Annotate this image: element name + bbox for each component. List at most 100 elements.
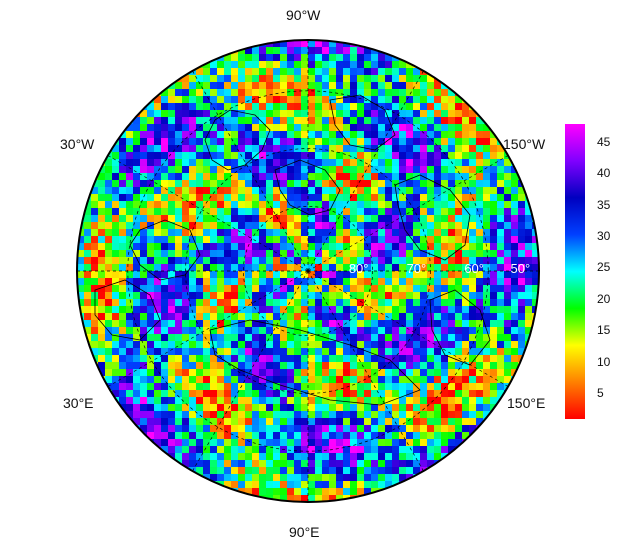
field-cell <box>441 425 449 433</box>
field-cell <box>238 194 246 202</box>
field-cell <box>364 138 372 146</box>
field-cell <box>77 201 85 209</box>
field-cell <box>448 89 456 97</box>
field-cell <box>434 425 442 433</box>
field-cell <box>238 222 246 230</box>
field-cell <box>315 481 323 489</box>
field-cell <box>238 467 246 475</box>
field-cell <box>399 103 407 111</box>
field-cell <box>385 103 393 111</box>
field-cell <box>343 467 351 475</box>
field-cell <box>336 243 344 251</box>
field-cell <box>224 187 232 195</box>
field-cell <box>427 264 435 272</box>
field-cell <box>441 460 449 468</box>
field-cell <box>364 453 372 461</box>
field-cell <box>189 250 197 258</box>
field-cell <box>245 299 253 307</box>
field-cell <box>350 369 358 377</box>
field-cell <box>392 82 400 90</box>
field-cell <box>518 299 526 307</box>
field-cell <box>203 131 211 139</box>
field-cell <box>231 257 239 265</box>
field-cell <box>182 397 190 405</box>
field-cell <box>406 194 414 202</box>
field-cell <box>469 222 477 230</box>
field-cell <box>329 355 337 363</box>
field-cell <box>392 89 400 97</box>
field-cell <box>147 292 155 300</box>
field-cell <box>196 334 204 342</box>
field-cell <box>469 306 477 314</box>
field-cell <box>476 173 484 181</box>
field-cell <box>203 348 211 356</box>
field-cell <box>203 453 211 461</box>
field-cell <box>364 488 372 496</box>
field-cell <box>287 187 295 195</box>
field-cell <box>343 285 351 293</box>
field-cell <box>182 96 190 104</box>
field-cell <box>210 103 218 111</box>
field-cell <box>210 467 218 475</box>
field-cell <box>154 201 162 209</box>
field-cell <box>252 75 260 83</box>
field-cell <box>343 96 351 104</box>
field-cell <box>434 110 442 118</box>
field-cell <box>154 236 162 244</box>
field-cell <box>161 194 169 202</box>
field-cell <box>427 159 435 167</box>
field-cell <box>441 110 449 118</box>
field-cell <box>448 285 456 293</box>
field-cell <box>329 425 337 433</box>
field-cell <box>378 439 386 447</box>
field-cell <box>238 341 246 349</box>
field-cell <box>147 397 155 405</box>
field-cell <box>301 47 309 55</box>
field-cell <box>273 215 281 223</box>
field-cell <box>308 152 316 160</box>
field-cell <box>105 320 113 328</box>
field-cell <box>105 222 113 230</box>
field-cell <box>308 208 316 216</box>
field-cell <box>189 243 197 251</box>
field-cell <box>259 285 267 293</box>
field-cell <box>371 292 379 300</box>
field-cell <box>385 243 393 251</box>
field-cell <box>364 299 372 307</box>
field-cell <box>343 341 351 349</box>
field-cell <box>336 432 344 440</box>
field-cell <box>448 152 456 160</box>
field-cell <box>322 110 330 118</box>
field-cell <box>350 82 358 90</box>
field-cell <box>427 208 435 216</box>
field-cell <box>266 82 274 90</box>
field-cell <box>448 138 456 146</box>
field-cell <box>105 285 113 293</box>
field-cell <box>196 264 204 272</box>
field-cell <box>189 432 197 440</box>
field-cell <box>315 306 323 314</box>
field-cell <box>189 236 197 244</box>
field-cell <box>224 145 232 153</box>
field-cell <box>98 229 106 237</box>
field-cell <box>483 411 491 419</box>
field-cell <box>427 145 435 153</box>
field-cell <box>329 68 337 76</box>
field-cell <box>280 383 288 391</box>
field-cell <box>203 355 211 363</box>
field-cell <box>133 124 141 132</box>
field-cell <box>301 425 309 433</box>
field-cell <box>105 201 113 209</box>
field-cell <box>133 166 141 174</box>
field-cell <box>224 383 232 391</box>
field-cell <box>455 369 463 377</box>
field-cell <box>406 96 414 104</box>
field-cell <box>245 54 253 62</box>
field-cell <box>161 425 169 433</box>
field-cell <box>371 362 379 370</box>
field-cell <box>224 453 232 461</box>
field-cell <box>329 215 337 223</box>
field-cell <box>497 201 505 209</box>
field-cell <box>266 236 274 244</box>
field-cell <box>182 313 190 321</box>
